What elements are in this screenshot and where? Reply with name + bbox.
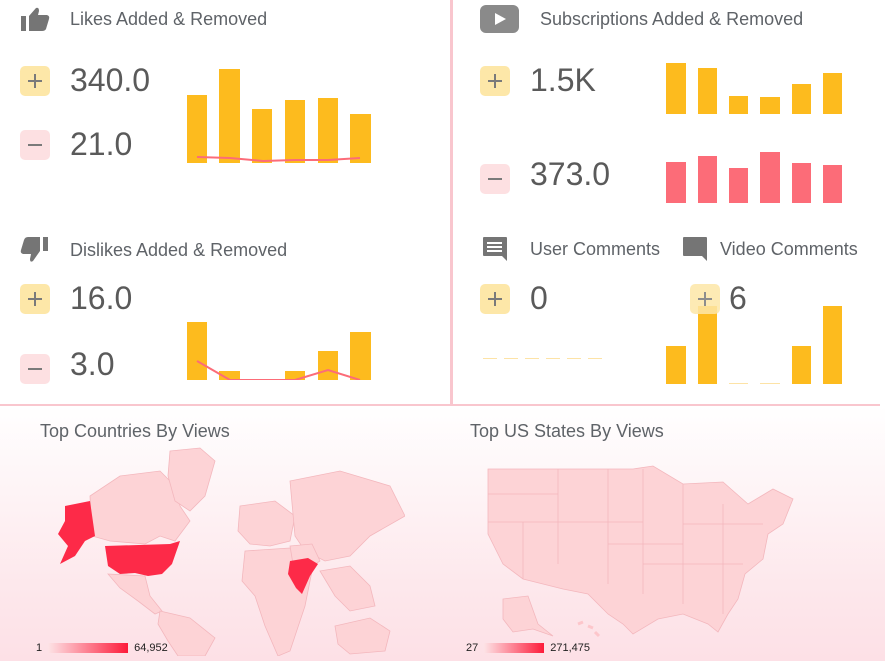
- alaska-highlight: [58, 501, 95, 564]
- likes-removed-line: [196, 156, 361, 163]
- removed-badge: [20, 354, 50, 384]
- thumbs-down-icon: [20, 236, 50, 264]
- subscriptions-title: Subscriptions Added & Removed: [540, 8, 804, 29]
- removed-badge: [20, 130, 50, 160]
- minus-icon: [488, 178, 502, 180]
- comment-icon: [682, 236, 708, 262]
- user-comments-added-badge: [480, 284, 510, 314]
- countries-legend-max: 64,952: [134, 642, 168, 654]
- vertical-divider: [450, 0, 453, 405]
- likes-sparkline-chart: [187, 68, 372, 163]
- likes-panel: Likes Added & Removed 340.0 21.0: [0, 0, 450, 220]
- countries-legend-gradient: [48, 643, 129, 653]
- subscriptions-removed-value: 373.0: [530, 156, 611, 192]
- states-legend-gradient: [484, 643, 545, 653]
- thumbs-up-icon: [20, 6, 50, 32]
- video-comments-title: Video Comments: [720, 238, 858, 259]
- video-comments-chart: [666, 306, 843, 384]
- maps-section: Top Countries By Views: [0, 406, 885, 661]
- added-badge: [20, 66, 50, 96]
- plus-icon: [28, 74, 42, 88]
- states-legend-max: 271,475: [550, 642, 591, 654]
- video-comments-title-row: Video Comments: [682, 236, 858, 262]
- added-badge: [480, 66, 510, 96]
- world-map[interactable]: [50, 446, 405, 656]
- usa-highlight: [105, 541, 180, 576]
- likes-added-value: 340.0: [70, 62, 151, 98]
- plus-icon: [488, 74, 502, 88]
- states-map-title: Top US States By Views: [470, 421, 664, 441]
- dislikes-removed-line: [196, 360, 361, 380]
- countries-map-title: Top Countries By Views: [40, 421, 230, 441]
- dislikes-removed-value: 3.0: [70, 346, 115, 382]
- user-comments-value: 0: [530, 280, 548, 316]
- subscriptions-panel: Subscriptions Added & Removed 1.5K 373.0: [453, 0, 885, 220]
- countries-legend: 1 64,952: [36, 642, 168, 654]
- likes-title-row: Likes Added & Removed: [20, 6, 267, 32]
- minus-icon: [28, 144, 42, 146]
- subscriptions-added-chart: [666, 63, 843, 114]
- user-comments-title: User Comments: [530, 238, 661, 259]
- added-badge: [20, 284, 50, 314]
- youtube-play-icon: [480, 5, 519, 33]
- plus-icon: [698, 292, 712, 306]
- countries-legend-min: 1: [36, 642, 43, 654]
- dislikes-title-row: Dislikes Added & Removed: [20, 236, 287, 264]
- states-legend-min: 27: [466, 642, 479, 654]
- minus-icon: [28, 368, 42, 370]
- subscriptions-title-row: Subscriptions Added & Removed: [480, 5, 803, 33]
- comments-panel: User Comments Video Comments 0 6: [453, 220, 885, 405]
- horizontal-divider: [0, 404, 880, 406]
- dislikes-panel: Dislikes Added & Removed 16.0 3.0: [0, 220, 450, 405]
- comment-lines-icon: [482, 236, 508, 262]
- dislikes-added-value: 16.0: [70, 280, 133, 316]
- removed-badge: [480, 164, 510, 194]
- subscriptions-added-value: 1.5K: [530, 62, 596, 98]
- likes-removed-value: 21.0: [70, 126, 133, 162]
- india-highlight: [288, 558, 318, 594]
- us-states-map[interactable]: [483, 464, 803, 654]
- plus-icon: [28, 292, 42, 306]
- states-legend: 27 271,475: [466, 642, 590, 654]
- dislikes-sparkline-chart: [187, 322, 372, 380]
- plus-icon: [488, 292, 502, 306]
- user-comments-chart: [483, 357, 608, 359]
- video-comments-value: 6: [729, 280, 747, 316]
- dislikes-title: Dislikes Added & Removed: [70, 239, 288, 260]
- likes-title: Likes Added & Removed: [70, 8, 268, 29]
- video-comments-added-badge: [690, 284, 720, 314]
- user-comments-title-row: User Comments: [482, 236, 660, 262]
- subscriptions-removed-chart: [666, 151, 843, 203]
